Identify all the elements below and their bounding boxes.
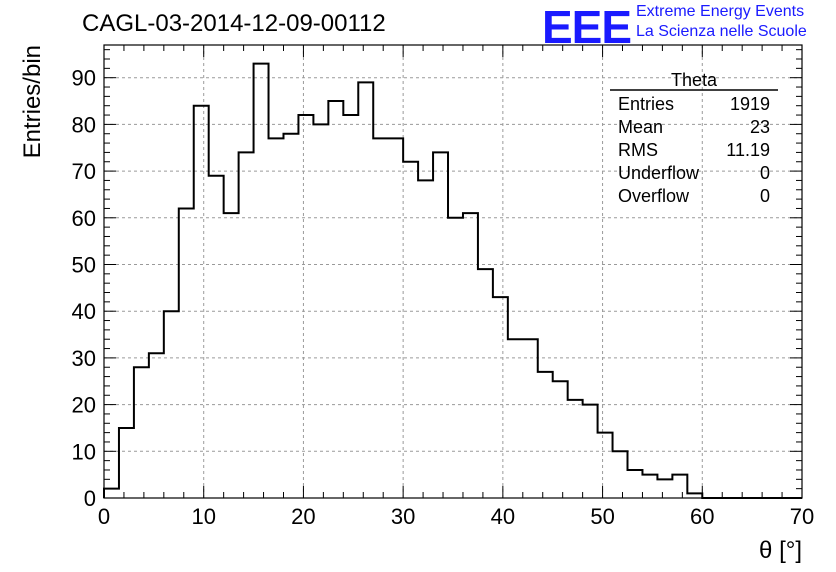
histogram-line: [103, 62, 802, 499]
y-tick-label: 60: [72, 206, 96, 231]
histogram-bin: [642, 475, 657, 498]
histogram-bin: [463, 213, 478, 498]
histogram-bin: [418, 180, 433, 498]
eee-caption: Extreme Energy Events La Scienza nelle S…: [636, 2, 807, 42]
histogram-bin: [628, 470, 643, 498]
chart-title: CAGL-03-2014-12-09-00112: [82, 10, 386, 37]
y-tick-label: 70: [72, 159, 96, 184]
y-tick-label: 0: [84, 486, 96, 511]
stats-label: Overflow: [618, 186, 690, 206]
stats-label: Entries: [618, 94, 674, 114]
histogram-bin: [164, 311, 179, 498]
stats-label: RMS: [618, 140, 658, 160]
y-tick-label: 50: [72, 252, 96, 277]
histogram-bin: [298, 115, 313, 498]
histogram-bin: [598, 433, 613, 498]
histogram-bin: [119, 428, 134, 498]
plot-frame: [103, 44, 803, 499]
histogram-bin: [254, 64, 269, 498]
stats-value: 0: [760, 186, 770, 206]
histogram-bin: [672, 475, 687, 498]
histogram-bin: [358, 82, 373, 498]
stats-label: Mean: [618, 117, 663, 137]
histogram-bin: [568, 400, 583, 498]
histogram-bin: [343, 115, 358, 498]
x-tick-label: 50: [590, 504, 614, 529]
y-tick-label: 40: [72, 299, 96, 324]
eee-logo: EEE: [542, 1, 632, 53]
histogram-bin: [478, 269, 493, 498]
histogram-bin: [134, 367, 149, 498]
y-tick-label: 90: [72, 66, 96, 91]
y-tick-label: 10: [72, 439, 96, 464]
stats-value: 11.19: [726, 140, 770, 160]
histogram-bin: [224, 213, 239, 498]
x-tick-label: 0: [98, 504, 110, 529]
x-axis-label: θ [°]: [759, 537, 802, 564]
x-tick-label: 10: [191, 504, 215, 529]
x-tick-label: 20: [291, 504, 315, 529]
eee-caption-line2: La Scienza nelle Scuole: [636, 23, 807, 40]
histogram-bin: [388, 138, 403, 498]
y-tick-label: 30: [72, 346, 96, 371]
histogram-bin: [209, 176, 224, 498]
histogram-bin: [283, 134, 298, 498]
histogram-bin: [373, 138, 388, 498]
histogram-bin: [687, 493, 702, 498]
eee-caption-line1: Extreme Energy Events: [636, 3, 805, 20]
histogram-bin: [523, 339, 538, 498]
x-tick-label: 70: [790, 504, 814, 529]
histogram-bin: [269, 138, 284, 498]
stats-name: Theta: [671, 70, 718, 90]
x-tick-label: 40: [491, 504, 515, 529]
histogram-bin: [433, 152, 448, 498]
histogram-bin: [657, 479, 672, 498]
histogram-bin: [553, 381, 568, 498]
histogram-bin: [583, 405, 598, 498]
histogram-bin: [538, 372, 553, 498]
y-axis-label: Entries/bin: [19, 45, 46, 158]
histogram-bin: [613, 451, 628, 498]
y-tick-label: 80: [72, 112, 96, 137]
histogram-bin: [239, 152, 254, 498]
y-tick-label: 20: [72, 393, 96, 418]
stats-value: 1919: [730, 94, 770, 114]
histogram-bin: [104, 489, 119, 498]
stats-value: 23: [750, 117, 770, 137]
x-tick-label: 30: [391, 504, 415, 529]
x-tick-label: 60: [690, 504, 714, 529]
stats-value: 0: [760, 163, 770, 183]
stats-label: Underflow: [618, 163, 700, 183]
histogram-bin: [403, 162, 418, 498]
histogram-bin: [448, 218, 463, 498]
histogram-bin: [194, 106, 209, 498]
histogram-bin: [508, 339, 523, 498]
histogram-bin: [328, 101, 343, 498]
histogram-bin: [149, 353, 164, 498]
histogram-bin: [313, 124, 328, 498]
histogram-bin: [493, 297, 508, 498]
histogram-bin: [179, 208, 194, 498]
